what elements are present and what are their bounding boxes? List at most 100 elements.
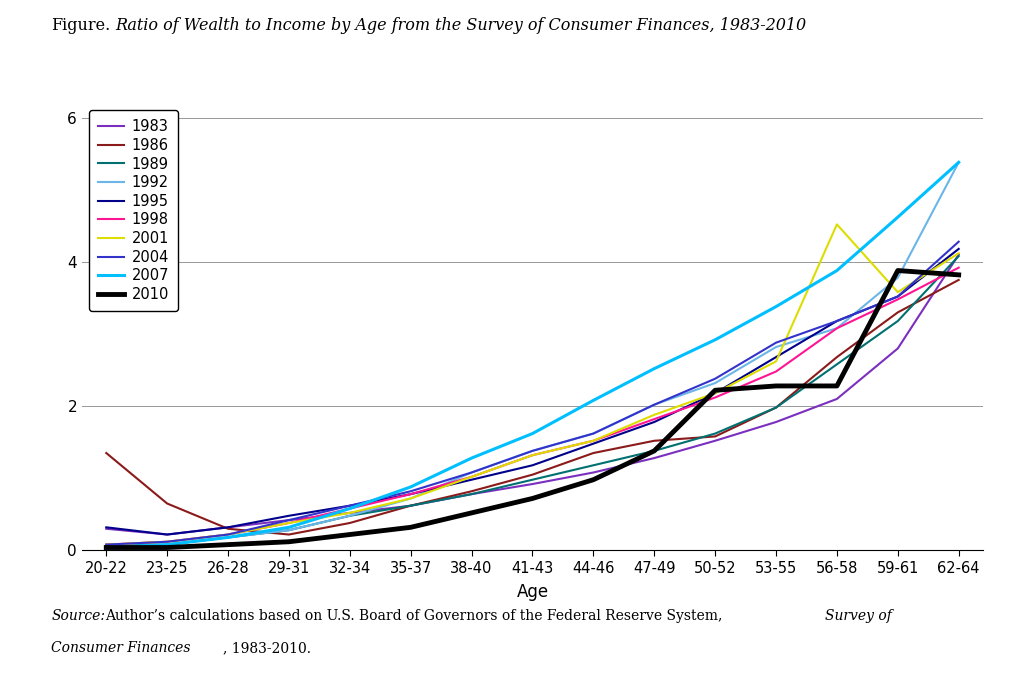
Line: 2001: 2001 [106,224,958,545]
2007 [952,158,965,166]
2007 [892,213,904,222]
1992 [587,429,599,438]
1989 [770,403,782,411]
1995 [526,461,539,469]
1998 [161,537,173,546]
2010 [709,386,721,394]
2007 [587,396,599,405]
2004 [648,400,660,409]
1983 [404,502,417,510]
2001 [648,411,660,419]
1998 [770,367,782,376]
1986 [648,437,660,445]
1989 [466,490,478,498]
1986 [404,502,417,510]
2010 [526,495,539,503]
2004 [466,469,478,477]
1995 [648,418,660,426]
2001 [344,508,356,517]
Text: Author’s calculations based on U.S. Board of Governors of the Federal Reserve Sy: Author’s calculations based on U.S. Boar… [105,609,723,623]
1992 [100,544,113,552]
2010 [892,266,904,275]
X-axis label: Age: Age [516,583,549,601]
1995 [222,523,234,531]
2010 [770,382,782,390]
2004 [830,317,843,325]
2007 [648,365,660,373]
1998 [100,541,113,549]
2004 [283,516,295,524]
1998 [526,451,539,460]
Text: Figure.: Figure. [51,17,111,34]
1983 [466,490,478,498]
1986 [830,353,843,361]
1992 [526,447,539,455]
2010 [283,537,295,546]
1986 [892,308,904,316]
1992 [952,158,965,166]
2007 [283,523,295,531]
1995 [283,512,295,520]
1983 [830,395,843,403]
1983 [100,525,113,533]
Text: Consumer Finances: Consumer Finances [51,641,190,655]
2010 [100,544,113,552]
1995 [709,389,721,397]
1998 [892,295,904,303]
1998 [283,519,295,527]
1983 [526,480,539,488]
1992 [222,533,234,541]
1992 [830,324,843,332]
1995 [404,490,417,498]
1983 [770,418,782,426]
2007 [100,544,113,552]
1995 [952,245,965,253]
1995 [466,475,478,484]
2004 [526,447,539,455]
1986 [344,519,356,527]
Line: 2007: 2007 [106,162,958,548]
2007 [770,303,782,311]
1998 [344,504,356,513]
1989 [404,502,417,510]
2007 [344,504,356,513]
2001 [404,495,417,503]
2001 [526,451,539,460]
2004 [404,487,417,495]
2004 [892,292,904,301]
2010 [952,271,965,279]
2007 [222,533,234,541]
2001 [709,389,721,397]
1989 [648,447,660,455]
1995 [892,292,904,301]
1989 [709,429,721,438]
2004 [222,530,234,539]
1986 [526,471,539,479]
Line: 1989: 1989 [106,256,958,545]
1992 [283,526,295,535]
1998 [404,490,417,498]
1992 [648,400,660,409]
2001 [161,537,173,546]
1989 [587,461,599,469]
1989 [952,252,965,260]
1983 [161,530,173,539]
1983 [587,469,599,477]
2010 [161,544,173,552]
Line: 1992: 1992 [106,162,958,548]
2007 [830,266,843,275]
1983 [648,454,660,462]
1989 [892,317,904,325]
1986 [952,276,965,284]
2004 [100,541,113,549]
2001 [587,437,599,445]
2001 [283,519,295,527]
2010 [222,541,234,549]
2010 [648,447,660,455]
1998 [222,530,234,539]
2004 [161,537,173,546]
2004 [952,237,965,246]
1992 [709,379,721,387]
2001 [100,541,113,549]
2010 [344,530,356,539]
